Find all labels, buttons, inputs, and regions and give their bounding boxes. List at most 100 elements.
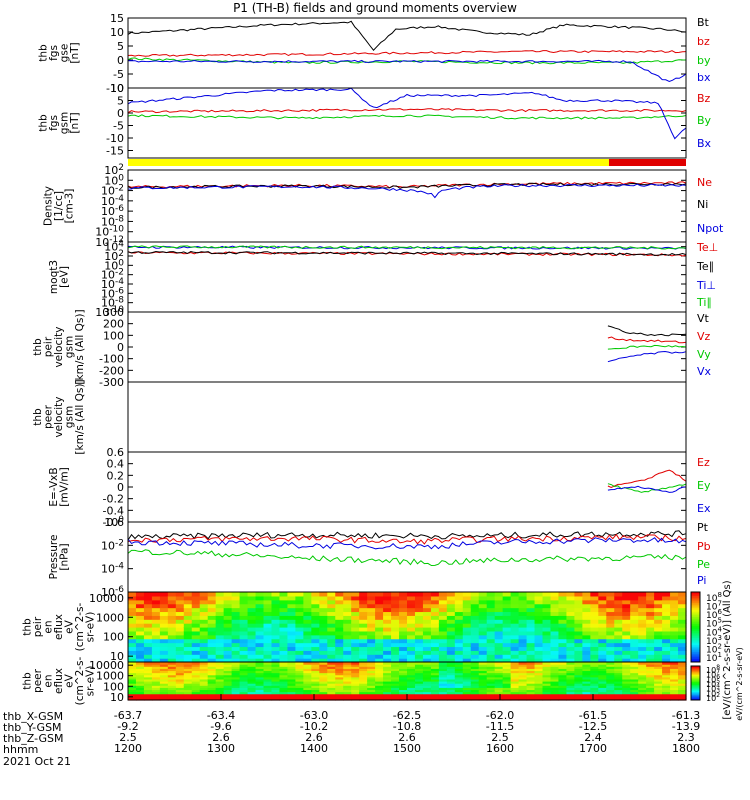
heatmap-cell — [399, 668, 408, 672]
heatmap-cell — [287, 619, 296, 624]
heatmap-cell — [574, 678, 583, 682]
heatmap-cell — [143, 592, 153, 597]
heatmap-cell — [223, 693, 233, 697]
heatmap-cell — [271, 678, 281, 682]
heatmap-cell — [414, 697, 424, 701]
heatmap-cell — [614, 687, 623, 691]
colorbar-tick-label: 107 — [706, 600, 722, 613]
heatmap-cell — [678, 662, 687, 665]
heatmap-cell — [614, 627, 623, 632]
heatmap-cell — [534, 595, 544, 601]
heatmap-cell — [438, 674, 448, 678]
heatmap-cell — [375, 685, 384, 688]
heatmap-cell — [343, 695, 352, 699]
heatmap-cell — [486, 599, 496, 605]
heatmap-cell — [151, 687, 161, 691]
heatmap-cell — [470, 691, 480, 695]
heatmap-cell — [247, 638, 257, 644]
heatmap-cell — [191, 678, 201, 682]
heatmap-cell — [646, 646, 655, 651]
heatmap-cell — [558, 658, 568, 663]
heatmap-cell — [414, 685, 424, 688]
heatmap-cell — [335, 674, 344, 678]
series-line — [127, 87, 687, 140]
heatmap-cell — [391, 666, 400, 669]
heatmap-cell — [526, 592, 536, 597]
heatmap-cell — [335, 695, 344, 699]
heatmap-cell — [351, 683, 360, 686]
heatmap-cell — [438, 650, 448, 655]
colorbar-cell — [691, 597, 700, 600]
y-tick-label: 10-12 — [95, 235, 124, 249]
heatmap-cell — [462, 691, 472, 695]
y-axis-label: [1/cc] — [53, 191, 65, 221]
heatmap-cell — [159, 627, 169, 632]
heatmap-cell — [383, 670, 392, 674]
heatmap-cell — [135, 681, 145, 684]
heatmap-cell — [590, 668, 599, 672]
heatmap-cell — [215, 658, 225, 663]
x-coordinate: -61.3 — [672, 709, 700, 722]
heatmap-cell — [239, 642, 249, 648]
heatmap-cell — [167, 592, 177, 597]
heatmap-cell — [375, 662, 384, 665]
heatmap-cell — [670, 695, 679, 699]
y-tick-label: 0 — [117, 54, 124, 67]
heatmap-cell — [207, 650, 217, 655]
x-coordinate: -63.7 — [114, 709, 142, 722]
heatmap-cell — [486, 634, 496, 640]
heatmap-cell — [566, 664, 575, 667]
heatmap-cell — [223, 654, 233, 659]
heatmap-cell — [654, 607, 663, 613]
heatmap-cell — [399, 689, 408, 693]
heatmap-cell — [510, 693, 520, 697]
colorbar-frame — [690, 591, 701, 663]
heatmap-cell — [367, 611, 376, 616]
heatmap-cell — [407, 681, 416, 684]
heatmap-cell — [287, 668, 296, 672]
heatmap-cell — [239, 623, 249, 628]
heatmap-cell — [574, 650, 583, 655]
heatmap-cell — [351, 685, 360, 688]
heatmap-cell — [550, 615, 560, 620]
heatmap-cell — [375, 672, 384, 676]
heatmap-cell — [550, 687, 560, 691]
heatmap-cell — [606, 607, 615, 613]
heatmap-cell — [143, 623, 153, 628]
heatmap-cell — [614, 681, 623, 684]
heatmap-cell — [151, 595, 161, 601]
heatmap-cell — [550, 654, 560, 659]
heatmap-cell — [614, 599, 623, 605]
y-axis-label: sr-eV) — [85, 612, 97, 643]
heatmap-cell — [151, 603, 161, 609]
heatmap-cell — [191, 654, 201, 659]
heatmap-cell — [327, 615, 336, 620]
heatmap-cell — [678, 646, 687, 651]
y-tick-label: 100 — [103, 680, 124, 693]
heatmap-cell — [574, 603, 583, 609]
heatmap-cell — [494, 674, 504, 678]
heatmap-cell — [614, 623, 623, 628]
heatmap-cell — [231, 630, 241, 636]
heatmap-cell — [335, 619, 344, 624]
heatmap-cell — [542, 603, 552, 609]
heatmap-cell — [598, 615, 607, 620]
heatmap-cell — [478, 623, 488, 628]
heatmap-cell — [191, 662, 201, 665]
heatmap-cell — [678, 697, 687, 701]
heatmap-cell — [446, 607, 456, 613]
heatmap-cell — [327, 685, 336, 688]
heatmap-cell — [558, 672, 568, 676]
heatmap-cell — [255, 664, 265, 667]
y-tick-label: 10 — [110, 650, 124, 663]
heatmap-cell — [151, 693, 161, 697]
heatmap-cell — [159, 683, 169, 686]
heatmap-cell — [128, 592, 137, 597]
z-coordinate: 2.4 — [584, 731, 602, 744]
heatmap-cell — [128, 599, 137, 605]
heatmap-cell — [630, 615, 639, 620]
heatmap-cell — [271, 691, 281, 695]
heatmap-cell — [598, 683, 607, 686]
heatmap-cell — [215, 662, 225, 665]
heatmap-cell — [670, 611, 679, 616]
